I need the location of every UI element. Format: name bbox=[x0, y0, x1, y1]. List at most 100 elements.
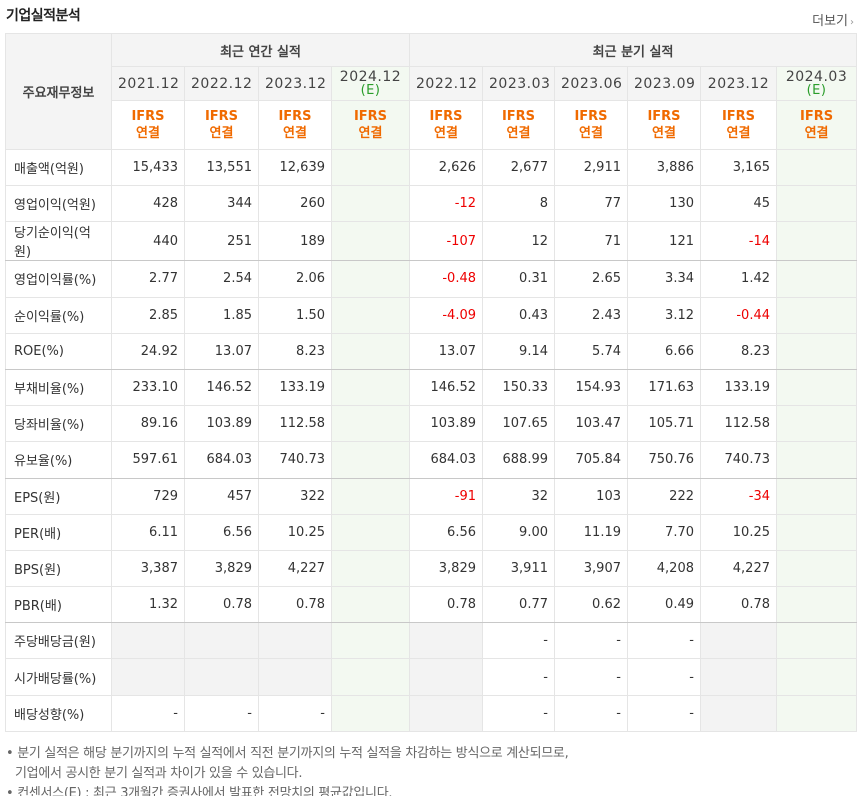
table-cell bbox=[409, 658, 483, 696]
table-cell: 146.52 bbox=[184, 368, 259, 407]
table-cell: 4,208 bbox=[627, 549, 701, 588]
table-cell: 3,165 bbox=[700, 148, 777, 187]
table-cell: 121 bbox=[627, 221, 701, 262]
table-cell: 32 bbox=[482, 477, 555, 515]
table-cell bbox=[331, 221, 410, 262]
period-label: 2022.12 bbox=[416, 75, 478, 92]
table-cell: 9.00 bbox=[482, 513, 555, 551]
standard-consolidated: 연결 bbox=[434, 126, 458, 141]
footnote-2: • 컨센서스(E) : 최근 3개월간 증권사에서 발표한 전망치의 평균값입니… bbox=[6, 786, 393, 796]
table-cell bbox=[409, 622, 483, 660]
chevron-right-icon: › bbox=[850, 17, 854, 28]
table-cell bbox=[331, 586, 410, 624]
table-cell: 3,387 bbox=[111, 549, 185, 588]
table-cell: 740.73 bbox=[258, 441, 332, 479]
table-cell: -107 bbox=[409, 221, 483, 262]
row-label: 영업이익률(%) bbox=[5, 260, 112, 298]
table-cell: 440 bbox=[111, 221, 185, 262]
table-cell: - bbox=[627, 658, 701, 696]
table-cell: 322 bbox=[258, 477, 332, 515]
footnote-1: • 분기 실적은 해당 분기까지의 누적 실적에서 직전 분기까지의 누적 실적… bbox=[6, 746, 569, 761]
table-cell: 344 bbox=[184, 185, 259, 223]
table-cell bbox=[258, 622, 332, 660]
table-cell: 457 bbox=[184, 477, 259, 515]
table-cell: 13,551 bbox=[184, 148, 259, 187]
table-cell: - bbox=[554, 658, 628, 696]
table-cell bbox=[331, 185, 410, 223]
table-cell bbox=[775, 260, 858, 298]
table-row: 매출액(억원) 15,433 13,551 12,639 2,626 2,677 2,911… bbox=[5, 148, 858, 187]
table-cell: - bbox=[184, 694, 259, 732]
table-cell: -91 bbox=[409, 477, 483, 515]
table-cell: 0.31 bbox=[482, 260, 555, 298]
table-cell: 4,227 bbox=[258, 549, 332, 588]
table-cell: 0.43 bbox=[482, 296, 555, 334]
table-cell: 684.03 bbox=[184, 441, 259, 479]
table-cell: -4.09 bbox=[409, 296, 483, 334]
table-cell: -34 bbox=[700, 477, 777, 515]
footnotes: • 분기 실적은 해당 분기까지의 누적 실적에서 직전 분기까지의 누적 실적… bbox=[6, 744, 569, 796]
row-label: 영업이익(억원) bbox=[5, 185, 112, 223]
table-cell bbox=[184, 622, 259, 660]
row-label: 유보율(%) bbox=[5, 441, 112, 479]
standard-ifrs: IFRS bbox=[799, 109, 834, 124]
table-cell: - bbox=[554, 622, 628, 660]
accounting-standard: IFRS 연결 bbox=[409, 100, 483, 150]
standard-consolidated: 연결 bbox=[283, 126, 307, 141]
table-cell: 597.61 bbox=[111, 441, 185, 479]
table-cell bbox=[331, 441, 410, 479]
period-label: 2023.09 bbox=[634, 75, 696, 92]
period-header: 2023.12 bbox=[258, 66, 332, 101]
accounting-standard: IFRS 연결 bbox=[482, 100, 555, 150]
standard-consolidated: 연결 bbox=[726, 126, 751, 141]
standard-ifrs: IFRS bbox=[574, 109, 608, 124]
standard-ifrs: IFRS bbox=[647, 109, 681, 124]
table-cell: 6.56 bbox=[184, 513, 259, 551]
period-header: 2024.03 (E) bbox=[775, 66, 858, 101]
table-cell: 103 bbox=[554, 477, 628, 515]
table-cell bbox=[331, 332, 410, 370]
table-cell: 0.62 bbox=[554, 586, 628, 624]
table-cell: 13.07 bbox=[409, 332, 483, 370]
table-cell: 233.10 bbox=[111, 368, 185, 407]
table-cell bbox=[775, 185, 858, 223]
table-cell: 3,911 bbox=[482, 549, 555, 588]
row-label: EPS(원) bbox=[5, 477, 112, 515]
period-header: 2023.06 bbox=[554, 66, 628, 101]
accounting-standard: IFRS 연결 bbox=[700, 100, 777, 150]
table-cell: - bbox=[482, 694, 555, 732]
row-label: 시가배당률(%) bbox=[5, 658, 112, 696]
table-cell: - bbox=[482, 622, 555, 660]
period-header: 2023.09 bbox=[627, 66, 701, 101]
table-cell: 89.16 bbox=[111, 405, 185, 443]
table-cell bbox=[331, 260, 410, 298]
table-cell: 3,829 bbox=[409, 549, 483, 588]
more-link[interactable]: 더보기 › bbox=[812, 10, 854, 29]
footnote-1-cont: 기업에서 공시한 분기 실적과 차이가 있을 수 있습니다. bbox=[15, 766, 303, 781]
table-cell: 251 bbox=[184, 221, 259, 262]
financial-table: 주요재무정보 최근 연간 실적 최근 분기 실적 2021.12 2022.12 2… bbox=[5, 33, 858, 732]
table-cell bbox=[775, 513, 858, 551]
table-cell: 105.71 bbox=[627, 405, 701, 443]
table-cell bbox=[111, 658, 185, 696]
standard-consolidated: 연결 bbox=[804, 126, 829, 141]
accounting-standard: IFRS 연결 bbox=[111, 100, 185, 150]
table-cell bbox=[331, 549, 410, 588]
table-cell: 2,911 bbox=[554, 148, 628, 187]
estimate-mark: (E) bbox=[360, 82, 381, 98]
standard-ifrs: IFRS bbox=[501, 109, 536, 124]
table-cell: 2.77 bbox=[111, 260, 185, 298]
period-header: 2024.12 (E) bbox=[331, 66, 410, 101]
table-cell: 3,886 bbox=[627, 148, 701, 187]
table-cell: 2.85 bbox=[111, 296, 185, 334]
table-row: 유보율(%) 597.61 684.03 740.73 684.03 688.99 705.… bbox=[5, 441, 858, 479]
table-cell: 133.19 bbox=[258, 368, 332, 407]
table-cell: 0.78 bbox=[258, 586, 332, 624]
table-row: 당기순이익(억원) 440 251 189 -107 12 71 121 -14 bbox=[5, 221, 858, 262]
table-row: 시가배당률(%) - - - bbox=[5, 658, 858, 696]
table-cell: 24.92 bbox=[111, 332, 185, 370]
table-cell: 260 bbox=[258, 185, 332, 223]
table-cell: 0.78 bbox=[409, 586, 483, 624]
row-label: PBR(배) bbox=[5, 586, 112, 624]
table-cell bbox=[700, 694, 777, 732]
